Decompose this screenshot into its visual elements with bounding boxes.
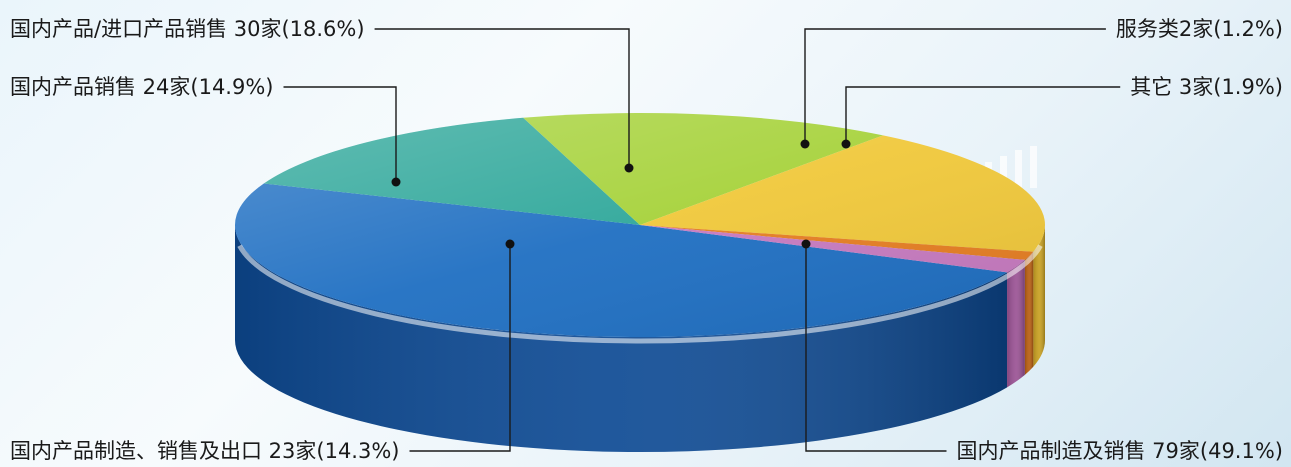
leader-line-0	[805, 244, 947, 452]
leader-dot-2	[391, 177, 401, 187]
pie-side-shade-5	[1007, 259, 1025, 388]
leader-line-1	[409, 244, 511, 452]
leader-dot-5	[841, 139, 851, 149]
leader-line-4	[804, 28, 1106, 144]
slice-label-1: 国内产品制造、销售及出口 23家(14.3%)	[10, 439, 400, 463]
slice-label-4: 服务类2家(1.2%)	[1116, 17, 1283, 41]
pie-top-shine	[235, 113, 1045, 337]
pie-highlight	[237, 244, 1043, 344]
pie-top	[234, 113, 1045, 338]
leader-dot-1	[505, 239, 515, 249]
leader-dot-0	[801, 239, 811, 249]
pie-side-shade-3	[1033, 225, 1045, 367]
slice-label-5: 其它 3家(1.9%)	[1130, 75, 1283, 99]
pie-rim-highlight	[237, 244, 1043, 344]
leader-dot-3	[624, 163, 634, 173]
slice-label-3: 国内产品/进口产品销售 30家(18.6%)	[10, 17, 365, 41]
slice-label-0: 国内产品制造及销售 79家(49.1%)	[957, 439, 1284, 463]
pie-side-shade-4	[1024, 251, 1034, 375]
slice-label-2: 国内产品销售 24家(14.9%)	[10, 75, 274, 99]
leader-dot-4	[800, 139, 810, 149]
leader-line-2	[283, 86, 397, 182]
leader-line-5	[845, 86, 1121, 144]
leader-line-3	[374, 28, 630, 168]
pie-labels: 国内产品制造及销售 79家(49.1%) 国内产品制造、销售及出口 23家(14.…	[10, 17, 1283, 463]
